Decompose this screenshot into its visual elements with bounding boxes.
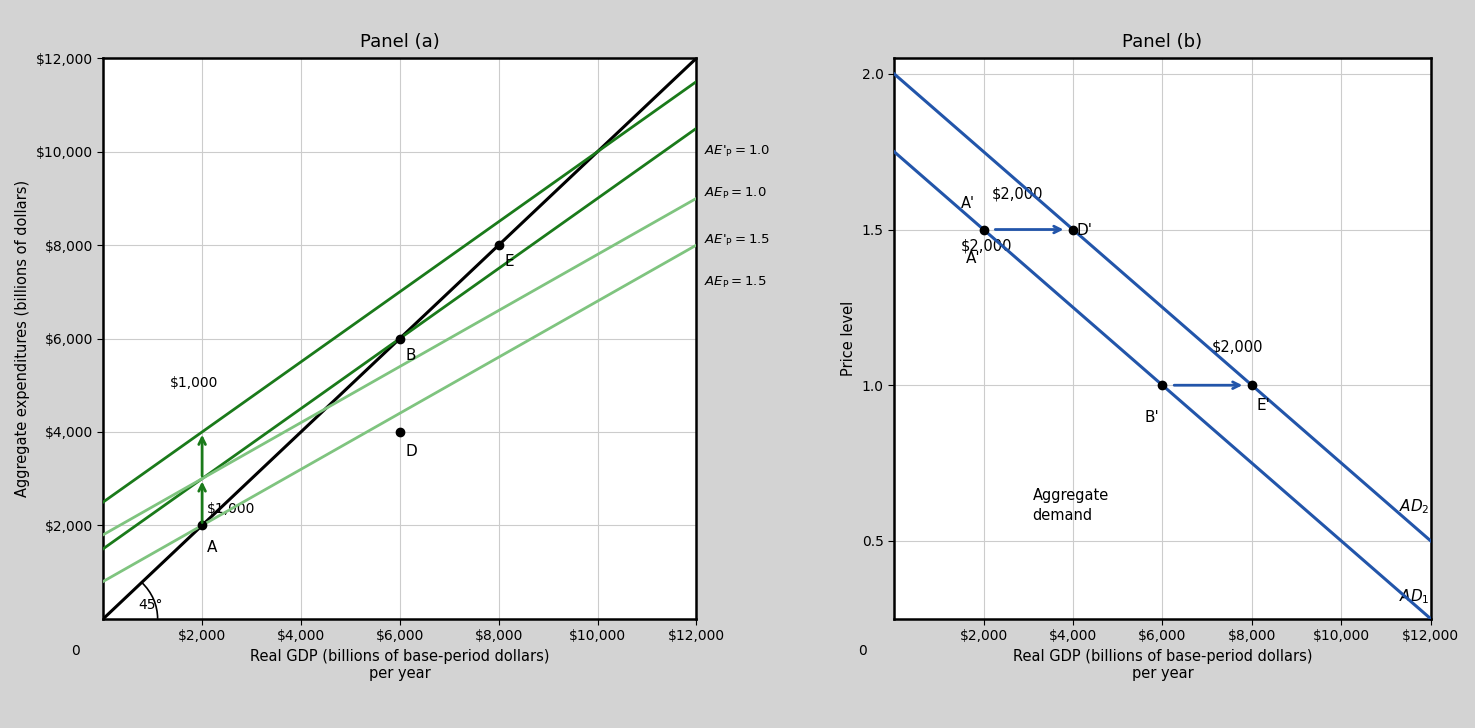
Title: Panel (a): Panel (a) xyxy=(360,33,440,51)
Text: $\mathit{AE}$$_\mathrm{P}$$ = 1.0$: $\mathit{AE}$$_\mathrm{P}$$ = 1.0$ xyxy=(704,186,767,201)
Text: $1,000: $1,000 xyxy=(207,502,255,516)
Text: $\mathit{AE}$'$_\mathrm{P}$$ = 1.5$: $\mathit{AE}$'$_\mathrm{P}$$ = 1.5$ xyxy=(704,233,770,248)
Text: D: D xyxy=(406,443,417,459)
Text: $\mathit{AE}$'$_\mathrm{P}$$ = 1.0$: $\mathit{AE}$'$_\mathrm{P}$$ = 1.0$ xyxy=(704,144,770,159)
Y-axis label: Aggregate expenditures (billions of dollars): Aggregate expenditures (billions of doll… xyxy=(15,180,30,497)
Text: D': D' xyxy=(1077,223,1093,238)
Text: A': A' xyxy=(962,196,975,211)
Text: 0: 0 xyxy=(71,644,80,658)
Text: B: B xyxy=(406,348,416,363)
Text: $\mathit{AE}$$_\mathrm{P}$$ = 1.5$: $\mathit{AE}$$_\mathrm{P}$$ = 1.5$ xyxy=(704,275,767,290)
X-axis label: Real GDP (billions of base-period dollars)
per year: Real GDP (billions of base-period dollar… xyxy=(1013,649,1313,681)
Text: $2,000: $2,000 xyxy=(991,186,1043,202)
Title: Panel (b): Panel (b) xyxy=(1122,33,1202,51)
X-axis label: Real GDP (billions of base-period dollars)
per year: Real GDP (billions of base-period dollar… xyxy=(251,649,550,681)
Text: B': B' xyxy=(1145,410,1159,425)
Text: A: A xyxy=(207,540,217,555)
Y-axis label: Price level: Price level xyxy=(841,301,855,376)
Text: $1,000: $1,000 xyxy=(170,376,218,390)
Text: E: E xyxy=(504,255,515,269)
Text: $2,000: $2,000 xyxy=(1211,339,1263,354)
Text: $\mathit{AD}_1$: $\mathit{AD}_1$ xyxy=(1400,587,1431,606)
Text: E': E' xyxy=(1257,397,1270,413)
Text: $\mathit{AD}_2$: $\mathit{AD}_2$ xyxy=(1400,497,1431,516)
Text: 0: 0 xyxy=(858,644,867,658)
Text: 45°: 45° xyxy=(137,598,162,612)
Text: Aggregate
demand: Aggregate demand xyxy=(1032,488,1109,523)
Text: $2,000: $2,000 xyxy=(962,239,1013,254)
Text: A': A' xyxy=(966,251,981,266)
